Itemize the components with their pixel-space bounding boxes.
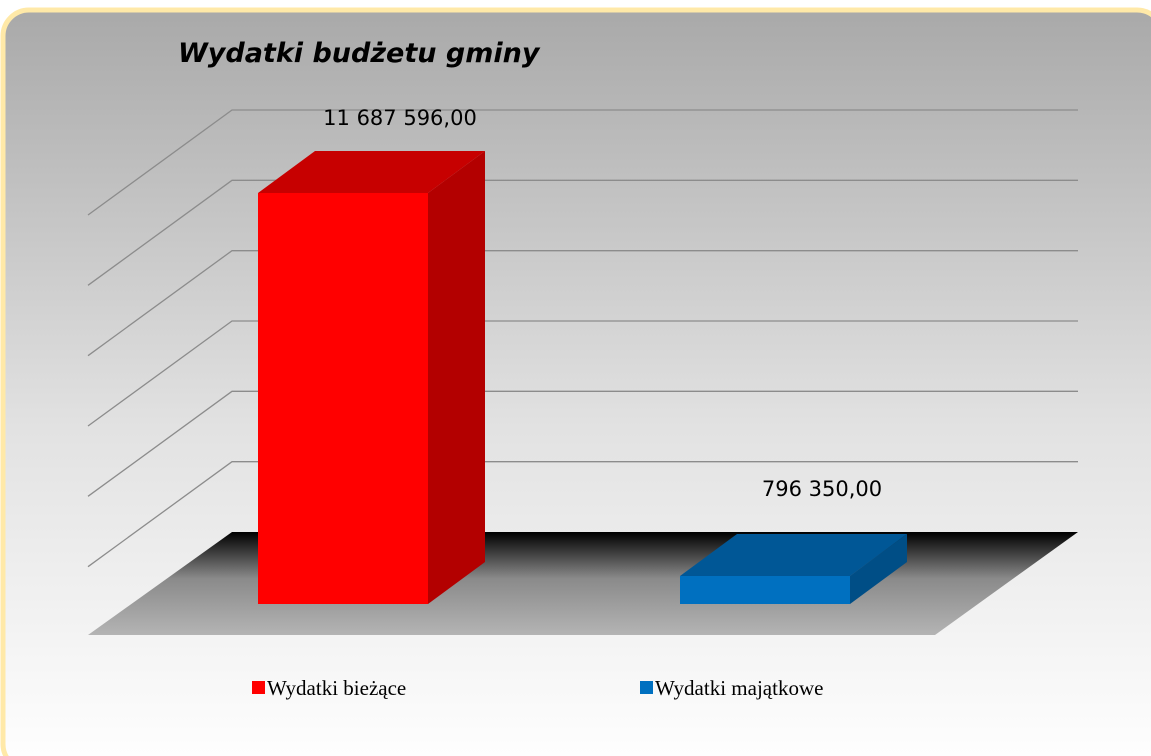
- bar-side: [428, 150, 485, 604]
- value-label: 796 350,00: [762, 477, 882, 501]
- legend-label: Wydatki bieżące: [267, 676, 406, 700]
- bar: [258, 192, 428, 604]
- grid-line: [87, 390, 1078, 497]
- bar: [680, 575, 850, 604]
- grid-line: [87, 320, 1078, 427]
- legend-swatch: [252, 681, 265, 694]
- grid-line: [87, 461, 1078, 568]
- grid-line: [87, 250, 1078, 357]
- bar-top: [680, 533, 907, 576]
- grid-line: [87, 179, 1078, 286]
- chart-title: Wydatki budżetu gminy: [178, 38, 541, 69]
- legend-label: Wydatki majątkowe: [655, 676, 823, 700]
- floor: [88, 532, 1078, 635]
- grid-line: [87, 109, 1078, 216]
- chart-area: [0, 7, 1151, 756]
- bar-top: [258, 150, 485, 193]
- bar-side: [850, 533, 907, 604]
- value-label: 11 687 596,00: [323, 106, 477, 130]
- legend-swatch: [640, 681, 653, 694]
